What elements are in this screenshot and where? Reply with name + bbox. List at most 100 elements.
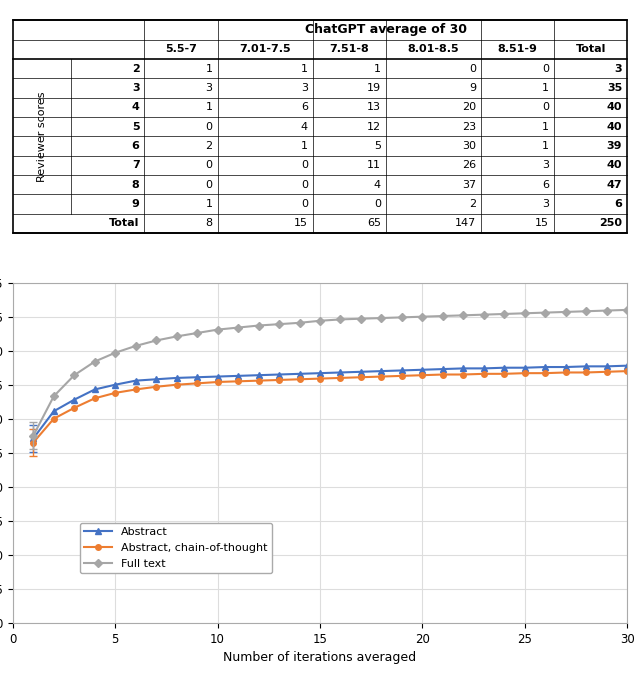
Full text — [419, 313, 426, 321]
Full text — [480, 311, 488, 319]
Abstract, chain-of-thought — [419, 371, 426, 379]
Abstract, chain-of-thought — [378, 372, 385, 380]
Abstract — [439, 365, 447, 373]
Text: 47: 47 — [607, 179, 622, 190]
Abstract — [255, 371, 262, 379]
Full text — [541, 309, 549, 317]
Text: 5.5-7: 5.5-7 — [165, 44, 197, 54]
Text: 13: 13 — [367, 102, 381, 112]
Full text — [111, 349, 119, 357]
Abstract — [357, 368, 365, 376]
Abstract — [419, 366, 426, 374]
Abstract — [582, 362, 590, 370]
Abstract — [193, 373, 201, 381]
Text: 2: 2 — [205, 141, 212, 151]
Abstract, chain-of-thought — [337, 374, 344, 382]
Abstract — [562, 363, 570, 371]
Text: 8.01-8.5: 8.01-8.5 — [408, 44, 459, 54]
Full text — [603, 307, 611, 315]
Text: 65: 65 — [367, 218, 381, 228]
Full text — [255, 322, 262, 330]
Abstract, chain-of-thought — [296, 375, 303, 383]
Text: 4: 4 — [374, 179, 381, 190]
Text: 35: 35 — [607, 83, 622, 93]
Full text — [70, 371, 78, 379]
Full text — [623, 306, 631, 314]
Text: 11: 11 — [367, 160, 381, 171]
Text: 0: 0 — [205, 179, 212, 190]
Text: 0: 0 — [205, 122, 212, 131]
Full text — [582, 307, 590, 315]
Abstract — [500, 364, 508, 372]
Abstract, chain-of-thought — [234, 377, 242, 385]
Full text — [357, 315, 365, 323]
Text: 7: 7 — [132, 160, 140, 171]
Full text — [460, 311, 467, 320]
Text: 6: 6 — [301, 102, 308, 112]
Abstract, chain-of-thought — [255, 376, 262, 385]
Abstract — [173, 374, 180, 382]
Text: Reviewer scores: Reviewer scores — [37, 91, 47, 181]
Text: 19: 19 — [367, 83, 381, 93]
Abstract — [50, 407, 58, 415]
Full text — [234, 324, 242, 332]
Text: 1: 1 — [542, 122, 549, 131]
X-axis label: Number of iterations averaged: Number of iterations averaged — [223, 651, 417, 664]
Abstract, chain-of-thought — [521, 369, 529, 377]
Abstract — [275, 370, 283, 378]
Text: Total: Total — [109, 218, 140, 228]
Line: Abstract: Abstract — [31, 363, 630, 441]
Text: 40: 40 — [607, 102, 622, 112]
Text: 0: 0 — [301, 160, 308, 171]
Text: 12: 12 — [367, 122, 381, 131]
Text: 0: 0 — [542, 102, 549, 112]
Abstract — [111, 380, 119, 389]
Text: 3: 3 — [614, 64, 622, 74]
Full text — [173, 332, 180, 341]
Text: 9: 9 — [469, 83, 476, 93]
Abstract — [623, 362, 631, 370]
Full text — [500, 310, 508, 318]
Text: 39: 39 — [607, 141, 622, 151]
Abstract — [603, 362, 611, 370]
Abstract, chain-of-thought — [152, 383, 160, 391]
Text: 0: 0 — [301, 199, 308, 209]
Text: 30: 30 — [462, 141, 476, 151]
Text: 250: 250 — [599, 218, 622, 228]
Abstract — [91, 385, 99, 393]
Abstract, chain-of-thought — [541, 369, 549, 377]
Abstract — [296, 370, 303, 378]
Abstract, chain-of-thought — [480, 370, 488, 378]
Full text — [439, 312, 447, 320]
Abstract, chain-of-thought — [398, 372, 406, 380]
Legend: Abstract, Abstract, chain-of-thought, Full text: Abstract, Abstract, chain-of-thought, Fu… — [80, 523, 272, 573]
Line: Full text: Full text — [31, 307, 630, 439]
Text: 3: 3 — [542, 160, 549, 171]
Abstract, chain-of-thought — [439, 370, 447, 378]
Text: 1: 1 — [301, 64, 308, 74]
Text: 8.51-9: 8.51-9 — [497, 44, 538, 54]
Full text — [562, 308, 570, 316]
Abstract — [398, 366, 406, 374]
Abstract, chain-of-thought — [111, 389, 119, 397]
Text: 26: 26 — [462, 160, 476, 171]
Abstract — [29, 435, 37, 443]
Abstract, chain-of-thought — [173, 380, 180, 389]
Abstract — [337, 368, 344, 376]
Text: 8: 8 — [205, 218, 212, 228]
Abstract — [541, 363, 549, 371]
Abstract — [214, 372, 221, 380]
Abstract, chain-of-thought — [214, 378, 221, 386]
Text: 3: 3 — [542, 199, 549, 209]
Text: 2: 2 — [469, 199, 476, 209]
Text: 9: 9 — [132, 199, 140, 209]
Abstract — [132, 376, 140, 385]
Full text — [214, 326, 221, 334]
Text: 0: 0 — [205, 160, 212, 171]
Abstract, chain-of-thought — [603, 368, 611, 376]
Full text — [521, 309, 529, 318]
Text: 37: 37 — [462, 179, 476, 190]
Abstract — [316, 369, 324, 377]
Text: 6: 6 — [614, 199, 622, 209]
Text: 6: 6 — [542, 179, 549, 190]
